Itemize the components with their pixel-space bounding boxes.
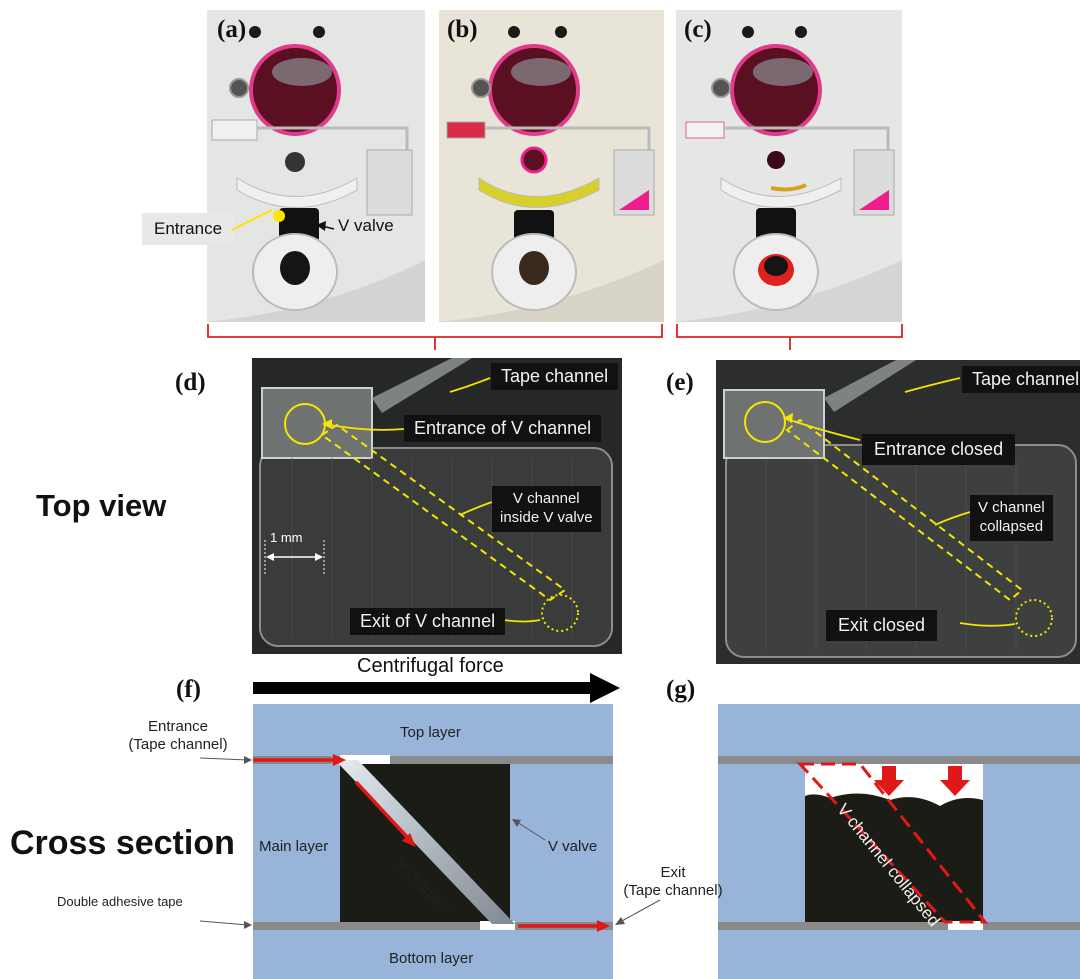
- panel-label-b: (b): [447, 16, 478, 43]
- top-view-title: Top view: [36, 488, 167, 523]
- tape-channel-label-e: Tape channel: [962, 366, 1080, 393]
- v-channel-inside-line2: inside V valve: [500, 508, 593, 526]
- v-channel-collapsed-label-e: V channel collapsed: [970, 495, 1053, 541]
- v-channel-inside-label: V channel inside V valve: [492, 486, 601, 532]
- photo-panel-b: (b): [439, 10, 664, 322]
- valve-micrograph-d: [252, 358, 622, 654]
- exit-tape-line2: (Tape channel): [623, 882, 723, 899]
- exit-v-channel-label: Exit of V channel: [350, 608, 506, 635]
- chip-illustration-a: [207, 10, 425, 322]
- v-channel-collapsed-line2: collapsed: [979, 517, 1044, 535]
- entrance-closed-label: Entrance closed: [862, 434, 1016, 465]
- bottom-layer-label: Bottom layer: [389, 950, 474, 967]
- panel-label-c: (c): [684, 16, 712, 43]
- entrance-tape-line1: Entrance: [147, 718, 209, 735]
- entrance-label: Entrance: [142, 213, 235, 245]
- double-adhesive-tape-label: Double adhesive tape: [57, 894, 183, 909]
- centrifugal-force-label: Centrifugal force: [357, 655, 504, 677]
- panel-label-a: (a): [217, 16, 247, 43]
- exit-tape-line1: Exit: [660, 864, 686, 881]
- photo-panel-d: [252, 358, 622, 654]
- entrance-tape-channel-label: Entrance (Tape channel): [118, 718, 238, 754]
- v-valve-label: V valve: [338, 216, 394, 235]
- panel-label-e: (e): [666, 369, 694, 396]
- v-channel-collapsed-line1: V channel: [978, 499, 1045, 516]
- top-layer-label: Top layer: [400, 724, 461, 741]
- cross-section-title: Cross section: [10, 824, 235, 862]
- panel-label-g: (g): [666, 676, 696, 703]
- panel-label-d: (d): [175, 369, 206, 396]
- panel-label-f: (f): [176, 676, 201, 703]
- exit-closed-label: Exit closed: [826, 610, 938, 641]
- main-layer-label: Main layer: [259, 838, 329, 855]
- photo-panel-a: (a): [207, 10, 425, 322]
- v-valve-label-f: V valve: [548, 838, 598, 855]
- exit-tape-channel-label: Exit (Tape channel): [618, 864, 728, 900]
- entrance-tape-line2: (Tape channel): [128, 736, 228, 753]
- chip-illustration-c: [676, 10, 902, 322]
- chip-illustration-b: [439, 10, 664, 322]
- photo-panel-c: (c): [676, 10, 902, 322]
- scale-bar-label: 1 mm: [270, 530, 303, 545]
- tape-channel-label-d: Tape channel: [491, 363, 619, 390]
- v-channel-inside-line1: V channel: [512, 490, 580, 507]
- entrance-v-channel-label: Entrance of V channel: [404, 415, 602, 442]
